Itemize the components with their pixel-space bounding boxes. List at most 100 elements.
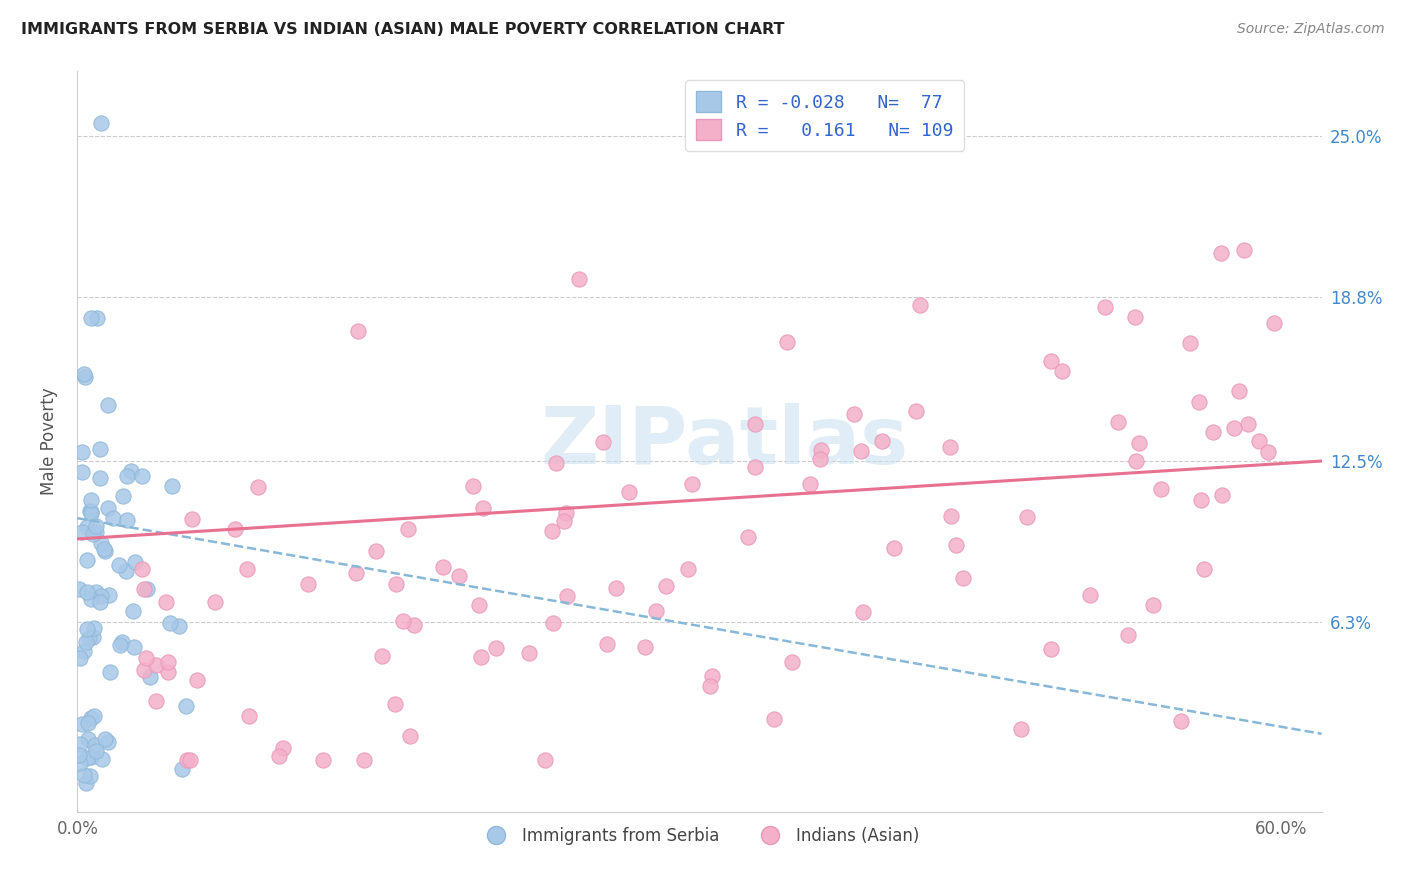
- Point: [271, 740, 294, 755]
- Point: [224, 522, 246, 536]
- Point: [77, 731, 100, 746]
- Point: [108, 558, 131, 573]
- Point: [75, 776, 97, 790]
- Point: [90, 536, 112, 550]
- Point: [80, 711, 103, 725]
- Point: [1233, 243, 1256, 257]
- Point: [69, 738, 91, 752]
- Point: [1202, 425, 1225, 439]
- Point: [111, 489, 134, 503]
- Point: [134, 582, 156, 597]
- Text: Source: ZipAtlas.com: Source: ZipAtlas.com: [1237, 22, 1385, 37]
- Point: [432, 560, 454, 574]
- Point: [461, 478, 484, 492]
- Point: [1123, 310, 1146, 325]
- Point: [1178, 336, 1201, 351]
- Point: [79, 503, 101, 517]
- Point: [122, 640, 145, 654]
- Point: [67, 582, 90, 596]
- Point: [97, 501, 120, 516]
- Point: [1094, 300, 1116, 314]
- Point: [681, 477, 703, 491]
- Point: [97, 735, 120, 749]
- Point: [1257, 445, 1279, 459]
- Point: [399, 730, 422, 744]
- Point: [79, 769, 101, 783]
- Point: [619, 484, 641, 499]
- Point: [135, 650, 157, 665]
- Point: [76, 622, 98, 636]
- Point: [69, 756, 91, 771]
- Point: [592, 435, 614, 450]
- Point: [555, 590, 578, 604]
- Point: [544, 456, 567, 470]
- Point: [541, 524, 564, 538]
- Point: [870, 434, 893, 449]
- Point: [676, 562, 699, 576]
- Point: [84, 585, 107, 599]
- Point: [70, 466, 93, 480]
- Point: [939, 440, 962, 454]
- Point: [1249, 434, 1271, 448]
- Point: [392, 614, 415, 628]
- Point: [1116, 628, 1139, 642]
- Point: [1015, 509, 1038, 524]
- Point: [115, 469, 138, 483]
- Point: [744, 459, 766, 474]
- Point: [75, 370, 97, 384]
- Point: [84, 519, 107, 533]
- Point: [1107, 416, 1129, 430]
- Point: [543, 615, 565, 630]
- Point: [467, 598, 489, 612]
- Point: [121, 603, 143, 617]
- Point: [634, 640, 657, 654]
- Point: [553, 514, 575, 528]
- Point: [533, 753, 555, 767]
- Point: [98, 665, 121, 679]
- Point: [568, 272, 591, 286]
- Point: [97, 588, 120, 602]
- Point: [905, 404, 928, 418]
- Point: [1050, 364, 1073, 378]
- Point: [110, 635, 132, 649]
- Point: [84, 738, 107, 752]
- Point: [312, 753, 335, 767]
- Point: [94, 731, 117, 746]
- Point: [238, 708, 260, 723]
- Point: [596, 637, 619, 651]
- Point: [1170, 714, 1192, 728]
- Point: [145, 694, 167, 708]
- Text: IMMIGRANTS FROM SERBIA VS INDIAN (ASIAN) MALE POVERTY CORRELATION CHART: IMMIGRANTS FROM SERBIA VS INDIAN (ASIAN)…: [21, 22, 785, 37]
- Point: [70, 717, 93, 731]
- Point: [67, 747, 90, 762]
- Point: [79, 311, 101, 326]
- Point: [384, 577, 406, 591]
- Point: [73, 768, 96, 782]
- Point: [700, 669, 723, 683]
- Point: [132, 663, 155, 677]
- Point: [76, 520, 98, 534]
- Point: [353, 753, 375, 767]
- Point: [1187, 395, 1209, 409]
- Point: [371, 648, 394, 663]
- Point: [780, 655, 803, 669]
- Point: [269, 749, 291, 764]
- Point: [72, 644, 94, 658]
- Point: [247, 480, 270, 494]
- Point: [471, 501, 494, 516]
- Point: [737, 530, 759, 544]
- Point: [131, 562, 153, 576]
- Point: [1125, 454, 1147, 468]
- Point: [89, 595, 111, 609]
- Point: [179, 753, 201, 767]
- Point: [80, 506, 103, 520]
- Point: [517, 646, 540, 660]
- Point: [1263, 316, 1285, 330]
- Point: [82, 630, 104, 644]
- Point: [347, 324, 370, 338]
- Point: [94, 543, 117, 558]
- Point: [138, 670, 160, 684]
- Point: [156, 665, 179, 679]
- Point: [76, 553, 98, 567]
- Point: [169, 619, 191, 633]
